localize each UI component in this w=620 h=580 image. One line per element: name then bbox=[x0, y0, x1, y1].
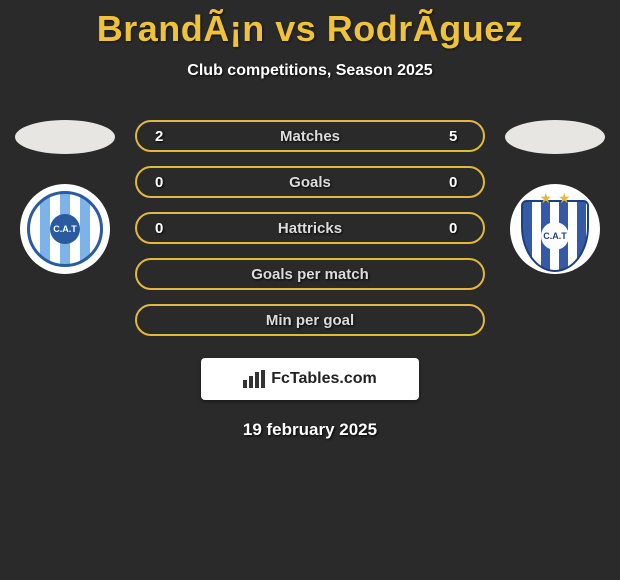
left-club-badge-text: C.A.T bbox=[50, 214, 80, 244]
bar-chart-icon bbox=[243, 370, 265, 388]
stat-label: Hattricks bbox=[137, 220, 483, 237]
content-row: C.A.T 2 Matches 5 0 Goals 0 0 Hattricks … bbox=[0, 120, 620, 336]
page-subtitle: Club competitions, Season 2025 bbox=[0, 62, 620, 80]
fctables-logo-text: FcTables.com bbox=[271, 370, 377, 388]
fctables-logo-link[interactable]: FcTables.com bbox=[201, 358, 419, 400]
left-club-badge-inner: C.A.T bbox=[27, 191, 103, 267]
right-club-shield: C.A.T bbox=[521, 200, 589, 272]
star-icon: ★ bbox=[558, 190, 571, 207]
stat-row-hattricks: 0 Hattricks 0 bbox=[135, 212, 485, 244]
stat-right-value: 0 bbox=[449, 220, 465, 237]
stat-left-value: 2 bbox=[155, 128, 171, 145]
page-title: BrandÃ¡n vs RodrÃ­guez bbox=[0, 8, 620, 50]
right-club-badge: ★ ★ C.A.T bbox=[510, 184, 600, 274]
stat-label: Goals bbox=[137, 174, 483, 191]
stat-label: Min per goal bbox=[137, 312, 483, 329]
stat-left-value: 0 bbox=[155, 174, 171, 191]
stat-left-value: 0 bbox=[155, 220, 171, 237]
left-club-badge: C.A.T bbox=[20, 184, 110, 274]
right-club-stars: ★ ★ bbox=[539, 190, 570, 207]
footer-date: 19 february 2025 bbox=[0, 420, 620, 440]
right-club-badge-text: C.A.T bbox=[541, 222, 569, 250]
stat-row-goals: 0 Goals 0 bbox=[135, 166, 485, 198]
stat-label: Matches bbox=[137, 128, 483, 145]
right-player-column: ★ ★ C.A.T bbox=[500, 120, 610, 274]
left-player-column: C.A.T bbox=[10, 120, 120, 274]
stat-row-matches: 2 Matches 5 bbox=[135, 120, 485, 152]
stat-label: Goals per match bbox=[137, 266, 483, 283]
left-player-avatar-placeholder bbox=[15, 120, 115, 154]
stats-list: 2 Matches 5 0 Goals 0 0 Hattricks 0 Goal… bbox=[135, 120, 485, 336]
stat-row-min-per-goal: Min per goal bbox=[135, 304, 485, 336]
star-icon: ★ bbox=[539, 190, 552, 207]
stat-row-goals-per-match: Goals per match bbox=[135, 258, 485, 290]
stat-right-value: 0 bbox=[449, 174, 465, 191]
comparison-card: BrandÃ¡n vs RodrÃ­guez Club competitions… bbox=[0, 0, 620, 440]
stat-right-value: 5 bbox=[449, 128, 465, 145]
right-player-avatar-placeholder bbox=[505, 120, 605, 154]
